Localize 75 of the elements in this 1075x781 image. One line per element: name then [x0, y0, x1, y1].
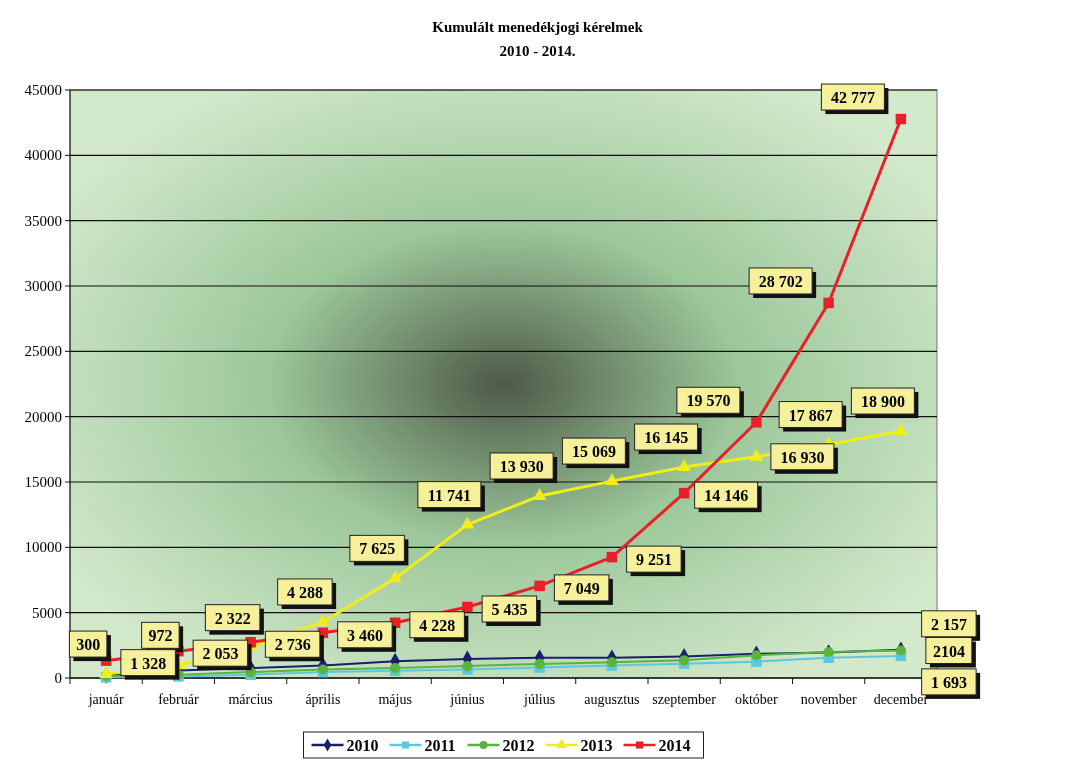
x-tick-label: január: [87, 692, 124, 707]
y-tick-label: 0: [54, 670, 62, 686]
data-label: 972: [148, 627, 173, 645]
data-label: 15 069: [571, 443, 616, 461]
y-tick-label: 40000: [24, 147, 62, 164]
x-tick-label: augusztus: [584, 692, 640, 707]
data-label: 18 900: [860, 393, 905, 411]
data-label: 7 049: [563, 579, 600, 597]
point: [749, 448, 764, 461]
point: [823, 297, 834, 309]
data-label: 16 930: [780, 448, 825, 466]
x-tick-label: március: [228, 692, 273, 707]
point: [677, 459, 691, 471]
data-label: 1 693: [930, 673, 967, 691]
chart-title: Kumulált menedékjogi kérelmek: [432, 19, 644, 35]
legend-label: 2012: [502, 737, 535, 754]
y-tick-label: 5000: [32, 604, 62, 621]
data-label: 4 228: [419, 616, 456, 634]
y-tick-label: 25000: [24, 343, 62, 360]
legend-label: 2014: [658, 737, 691, 754]
point: [316, 614, 330, 626]
data-label: 300: [76, 636, 101, 654]
point: [460, 516, 475, 529]
y-tick-label: 15000: [24, 474, 62, 490]
y-tick-label: 30000: [24, 278, 62, 294]
y-tick-label: 35000: [24, 212, 62, 229]
data-label: 42 777: [830, 89, 875, 107]
data-label: 2 053: [202, 645, 239, 663]
x-tick-label: június: [449, 692, 485, 707]
point: [606, 551, 618, 563]
point: [751, 650, 762, 661]
x-tick-label: szeptember: [652, 692, 717, 707]
data-label: 16 145: [644, 429, 689, 447]
data-label: 14 146: [704, 487, 749, 505]
point: [895, 113, 907, 125]
x-tick-label: november: [800, 692, 857, 707]
data-label: 2 322: [214, 609, 251, 627]
point: [895, 645, 906, 656]
data-label: 13 930: [499, 457, 544, 475]
data-label: 5 435: [491, 600, 528, 618]
point: [894, 423, 908, 435]
data-label: 2 736: [274, 636, 311, 654]
point: [388, 570, 402, 583]
x-tick-label: április: [305, 692, 341, 707]
data-label: 9 251: [635, 551, 672, 569]
data-label: 3 460: [346, 626, 383, 644]
point: [605, 473, 619, 486]
point: [534, 580, 545, 592]
point: [99, 666, 113, 678]
data-label: 4 288: [286, 583, 323, 601]
chart-subtitle: 2010 - 2014.: [499, 43, 576, 59]
data-label: 2 157: [930, 615, 967, 633]
x-tick-label: február: [158, 692, 199, 707]
data-label: 28 702: [758, 272, 803, 290]
data-label: 7 625: [359, 540, 396, 558]
point: [532, 488, 547, 500]
legend-label: 2011: [424, 737, 456, 754]
point: [462, 601, 473, 613]
data-label: 11 741: [427, 486, 471, 504]
data-label: 2104: [932, 642, 965, 660]
point: [678, 487, 690, 499]
point: [751, 417, 762, 428]
data-label: 19 570: [686, 392, 731, 410]
point: [534, 658, 545, 669]
data-label: 17 867: [788, 406, 833, 424]
x-tick-label: október: [734, 692, 779, 707]
legend-label: 2013: [580, 737, 613, 754]
x-tick-label: május: [378, 692, 412, 707]
x-tick-label: július: [523, 692, 556, 707]
y-tick-label: 20000: [24, 408, 62, 425]
y-tick-label: 10000: [24, 539, 62, 556]
data-label: 1 328: [130, 654, 167, 672]
y-tick-label: 45000: [24, 82, 62, 98]
x-tick-label: december: [873, 692, 929, 707]
legend-label: 2010: [346, 737, 379, 754]
